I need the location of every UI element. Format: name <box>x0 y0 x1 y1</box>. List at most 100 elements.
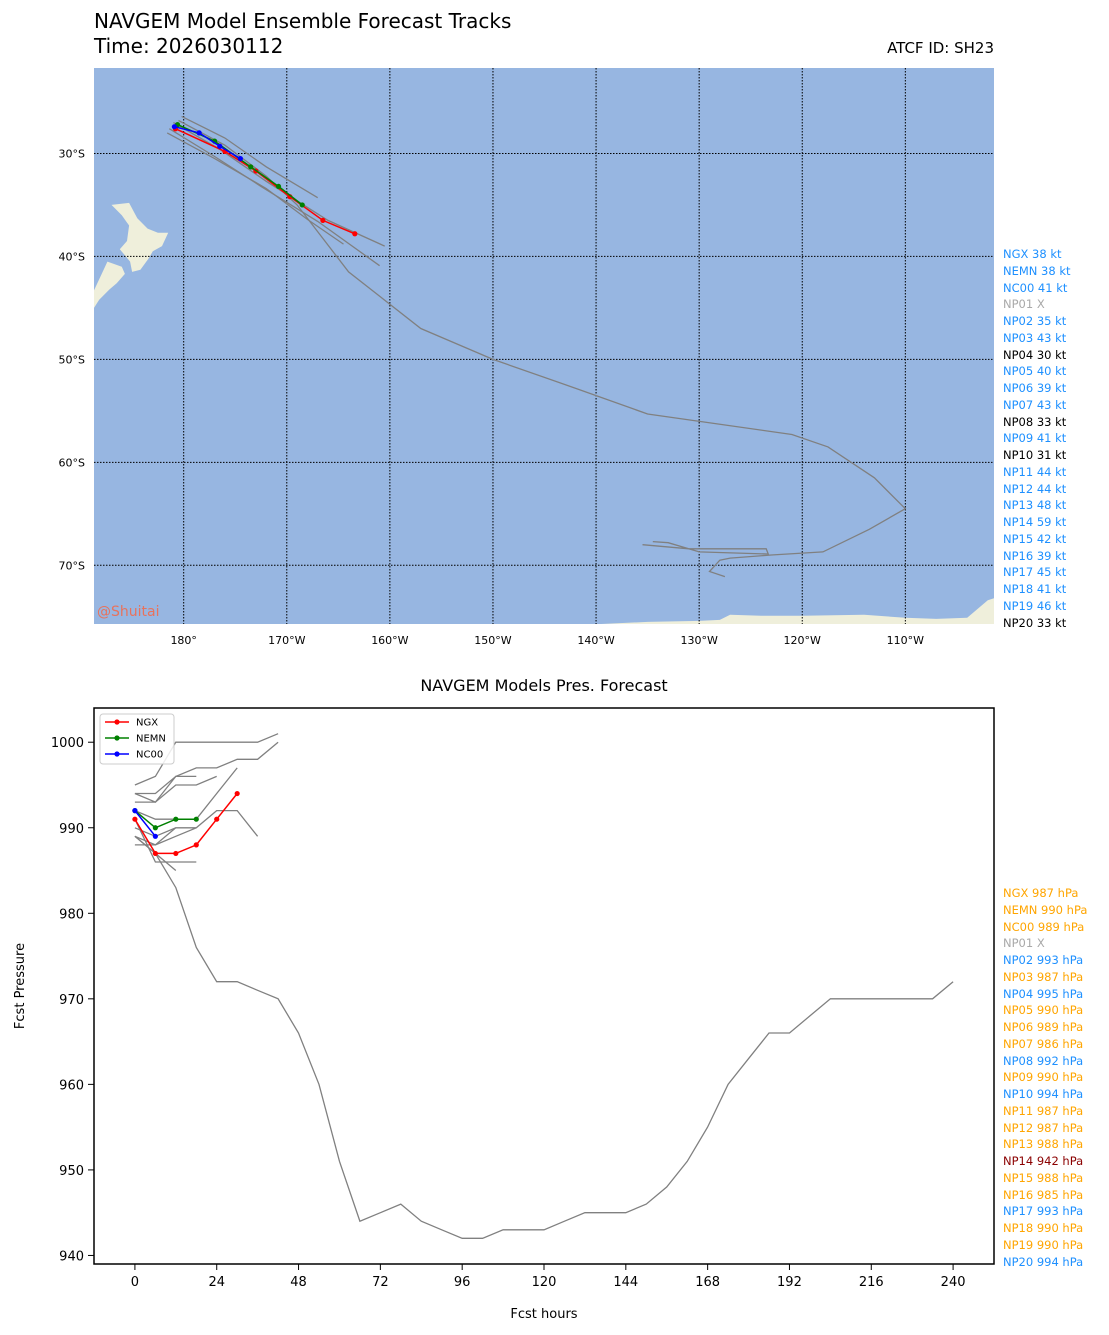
x-axis-label: Fcst hours <box>510 1307 577 1322</box>
pressure-list-entry: NC00 989 hPa <box>1003 919 1085 934</box>
track-nc00-point <box>237 156 243 162</box>
intensity-list-entry: NP16 39 kt <box>1003 548 1067 563</box>
pressure-line-nemn <box>134 810 197 829</box>
legend-marker-nc00 <box>114 751 120 757</box>
pressure-list-entry: NP15 988 hPa <box>1003 1170 1084 1185</box>
legend-marker-ngx <box>114 719 120 725</box>
y-tick-label: 940 <box>59 1249 84 1264</box>
track-ngx <box>175 128 356 235</box>
x-tick-label: 192 <box>777 1275 802 1290</box>
intensity-list-entry: NP10 31 kt <box>1003 448 1067 462</box>
x-tick-label: 96 <box>454 1275 471 1290</box>
pressure-line-ngx-point <box>132 816 138 822</box>
intensity-list-entry: NP09 41 kt <box>1003 431 1067 446</box>
intensity-list-entry: NP19 46 kt <box>1003 598 1067 613</box>
track-ngx-point <box>320 217 326 223</box>
track-ngx-point <box>352 231 358 237</box>
pressure-list-entry: NP13 988 hPa <box>1003 1137 1084 1152</box>
pressure-line-member <box>134 733 279 786</box>
track-member <box>168 128 380 267</box>
pressure-list-entry: NP14 942 hPa <box>1003 1154 1084 1168</box>
track-nc00-point <box>171 124 178 130</box>
intensity-list-entry: NP08 33 kt <box>1003 414 1067 429</box>
land-antarctic-coast <box>601 598 994 624</box>
intensity-list-entry: NEMN 38 kt <box>1003 263 1071 278</box>
pressure-list-entry: NEMN 990 hPa <box>1003 902 1088 917</box>
ocean-background <box>94 68 994 624</box>
y-tick-label: 990 <box>59 822 84 837</box>
track-nemn-point <box>299 202 305 208</box>
intensity-list-entry: NC00 41 kt <box>1003 280 1068 295</box>
pressure-line-member <box>134 775 197 803</box>
lon-tick-label: 160°W <box>371 634 408 647</box>
legend-label-nc00: NC00 <box>136 750 163 761</box>
pressure-line-ngx <box>134 793 238 855</box>
pressure-line-nemn-point <box>152 825 158 831</box>
intensity-list-entry: NP03 43 kt <box>1003 330 1067 345</box>
intensity-list-entry: NP14 59 kt <box>1003 515 1067 529</box>
pressure-line-nc00-point <box>152 833 158 839</box>
intensity-list-entry: NP11 44 kt <box>1003 464 1067 479</box>
y-tick-label: 1000 <box>51 736 84 751</box>
track-member <box>181 115 319 199</box>
atcf-id: ATCF ID: SH23 <box>887 39 994 57</box>
chart-title: NAVGEM Model Ensemble Forecast Tracks <box>94 9 512 33</box>
pressure-list-entry: NP09 990 hPa <box>1003 1070 1084 1085</box>
y-tick-label: 960 <box>59 1078 84 1093</box>
pressure-list-entry: NP07 986 hPa <box>1003 1036 1084 1051</box>
track-nemn-point <box>248 164 254 170</box>
pressure-list-entry: NP08 992 hPa <box>1003 1053 1084 1068</box>
pressure-list-entry: NGX 987 hPa <box>1003 886 1079 900</box>
pressure-list-entry: NP20 994 hPa <box>1003 1254 1084 1269</box>
pressure-line-member <box>134 818 197 863</box>
intensity-list-entry: NP17 45 kt <box>1003 565 1067 580</box>
intensity-list-entry: NP15 42 kt <box>1003 531 1067 546</box>
intensity-list-entry: NP07 43 kt <box>1003 397 1067 412</box>
land-new-zealand-north-island <box>111 202 169 272</box>
pressure-plot-frame <box>93 707 995 1265</box>
lat-tick-label: 30°S <box>59 147 85 160</box>
x-tick-label: 240 <box>941 1275 966 1290</box>
track-member <box>642 540 770 555</box>
track-intensity-list: NGX 38 kt NEMN 38 kt NC00 41 kt NP01 X NP02 … <box>1003 246 1071 631</box>
y-tick-label: 970 <box>59 993 84 1008</box>
pressure-chart-title: NAVGEM Models Pres. Forecast <box>420 676 668 695</box>
y-axis-label: Fcst Pressure <box>13 943 28 1029</box>
x-tick-label: 120 <box>532 1275 557 1290</box>
track-member <box>178 119 907 578</box>
intensity-list-entry: NGX 38 kt <box>1003 247 1062 261</box>
pressure-line-ngx-point <box>152 850 158 857</box>
track-map: 180° 170°W 160°W 150°W 140°W 130°W 120°W 110°W 3… <box>59 68 994 647</box>
intensity-list-entry: NP12 44 kt <box>1003 481 1067 496</box>
track-nc00-point <box>196 130 202 136</box>
lon-tick-label: 130°W <box>680 634 717 647</box>
intensity-list-entry: NP05 40 kt <box>1003 364 1067 379</box>
pressure-line-member <box>134 809 259 846</box>
pressure-line-member <box>134 775 217 803</box>
pressure-line-ngx-point <box>193 842 199 848</box>
pressure-list-entry: NP05 990 hPa <box>1003 1003 1084 1018</box>
pressure-list-entry: NP03 987 hPa <box>1003 969 1084 984</box>
x-tick-label: 216 <box>859 1275 884 1290</box>
pressure-line-ngx-point <box>234 790 240 797</box>
pressure-line-member <box>134 767 238 820</box>
lon-tick-label: 140°W <box>577 634 614 647</box>
intensity-list-entry: NP01 X <box>1003 297 1045 312</box>
legend-label-nemn: NEMN <box>136 734 166 745</box>
pressure-line-nemn-point <box>193 816 199 822</box>
intensity-list-entry: NP02 35 kt <box>1003 314 1067 328</box>
x-tick-label: 144 <box>613 1275 638 1290</box>
pressure-line-member <box>134 835 177 871</box>
lon-tick-label: 170°W <box>268 634 305 647</box>
pressure-list-entry: NP06 989 hPa <box>1003 1020 1084 1034</box>
pressure-line-nc00 <box>134 810 156 837</box>
lat-tick-label: 70°S <box>59 559 85 572</box>
pressure-line-nemn-point <box>173 816 179 822</box>
lon-tick-label: 150°W <box>474 634 511 647</box>
intensity-list-entry: NP04 30 kt <box>1003 347 1067 362</box>
pressure-line-member <box>134 827 197 838</box>
y-tick-label: 980 <box>59 907 84 922</box>
x-tick-label: 0 <box>131 1275 139 1290</box>
pressure-list-entry: NP10 994 hPa <box>1003 1087 1084 1101</box>
intensity-list-entry: NP18 41 kt <box>1003 582 1067 596</box>
